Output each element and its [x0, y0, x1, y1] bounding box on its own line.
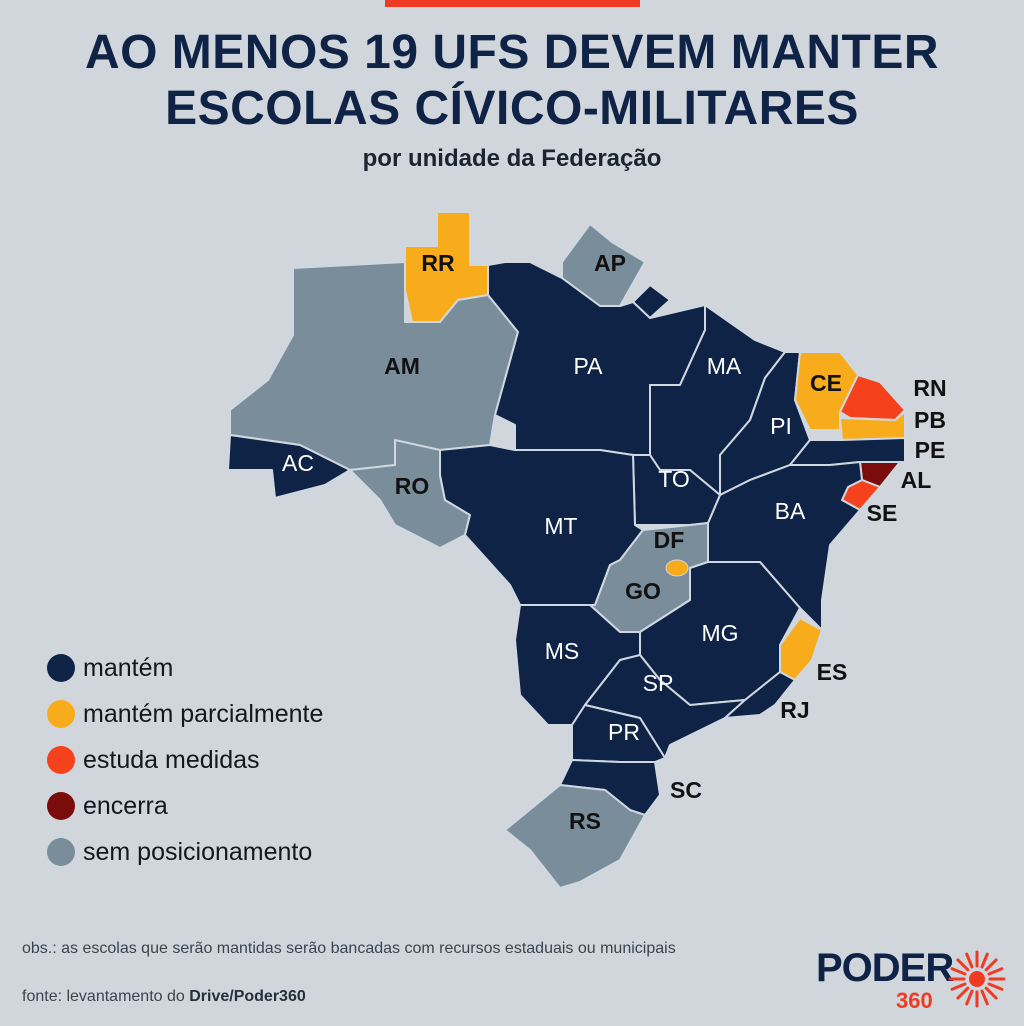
legend-label-sem-posicionamento: sem posicionamento — [83, 837, 313, 866]
map-label-MA: MA — [707, 353, 742, 379]
page-title: AO MENOS 19 UFS DEVEM MANTER ESCOLAS CÍV… — [0, 25, 1024, 137]
state-PE — [789, 437, 906, 466]
map-label-MS: MS — [545, 638, 580, 664]
map-label-SP: SP — [643, 670, 674, 696]
logo-text: PODER — [816, 946, 954, 990]
legend-swatch-mantem — [47, 654, 75, 682]
footnote-source: fonte: levantamento do Drive/Poder360 — [22, 988, 306, 1006]
map-label-DF: DF — [654, 527, 685, 553]
state-DF — [665, 559, 689, 577]
title-line-1: AO MENOS 19 UFS DEVEM MANTER — [84, 26, 940, 79]
map-label-PA: PA — [574, 353, 604, 379]
map-label-AL: AL — [901, 467, 932, 493]
map-label-MT: MT — [544, 513, 577, 539]
map-label-RN: RN — [913, 375, 946, 401]
legend-label-mantem-parcialmente: mantém parcialmente — [83, 699, 324, 728]
map-label-GO: GO — [625, 578, 661, 604]
map-label-AP: AP — [594, 250, 626, 276]
map-label-SE: SE — [867, 500, 898, 526]
map-legend: mantém mantém parcialmente estuda medida… — [47, 645, 323, 875]
logo-number: 360 — [896, 988, 933, 1013]
map-label-PE: PE — [915, 437, 946, 463]
map-label-PB: PB — [914, 407, 946, 433]
footnote-obs: obs.: as escolas que serão mantidas serã… — [22, 940, 676, 957]
map-label-PI: PI — [770, 413, 792, 439]
legend-item-mantem-parcialmente: mantém parcialmente — [47, 691, 323, 737]
legend-item-mantem: mantém — [47, 645, 323, 691]
state-RJ — [724, 671, 796, 719]
legend-item-estuda-medidas: estuda medidas — [47, 737, 323, 783]
top-accent-bar — [385, 0, 640, 7]
state-RS — [504, 784, 646, 889]
map-label-PR: PR — [608, 719, 640, 745]
map-label-RR: RR — [421, 250, 455, 276]
map-label-AM: AM — [384, 353, 420, 379]
map-label-RS: RS — [569, 808, 601, 834]
legend-swatch-estuda-medidas — [47, 746, 75, 774]
map-label-TO: TO — [658, 466, 690, 492]
source-name: Drive/Poder360 — [189, 988, 306, 1005]
map-label-RJ: RJ — [780, 697, 809, 723]
map-label-CE: CE — [810, 370, 842, 396]
legend-item-sem-posicionamento: sem posicionamento — [47, 829, 323, 875]
map-label-AC: AC — [282, 450, 314, 476]
page-subtitle: por unidade da Federação — [362, 145, 662, 172]
map-label-SC: SC — [670, 777, 702, 803]
legend-label-encerra: encerra — [83, 791, 168, 820]
legend-swatch-encerra — [47, 792, 75, 820]
legend-label-mantem: mantém — [83, 653, 174, 682]
legend-label-estuda-medidas: estuda medidas — [83, 745, 260, 774]
state-PB — [839, 411, 906, 441]
poder360-logo: PODER 360 — [816, 944, 1011, 1014]
source-prefix: fonte: levantamento do — [22, 988, 190, 1005]
map-label-MG: MG — [701, 620, 738, 646]
map-label-ES: ES — [817, 659, 848, 685]
legend-item-encerra: encerra — [47, 783, 323, 829]
legend-swatch-sem-posicionamento — [47, 838, 75, 866]
map-label-RO: RO — [395, 473, 430, 499]
title-line-2: ESCOLAS CÍVICO-MILITARES — [165, 82, 859, 135]
map-label-BA: BA — [775, 498, 806, 524]
sun-rays-icon — [948, 950, 1006, 1008]
state-AC — [227, 434, 351, 499]
legend-swatch-mantem-parcialmente — [47, 700, 75, 728]
